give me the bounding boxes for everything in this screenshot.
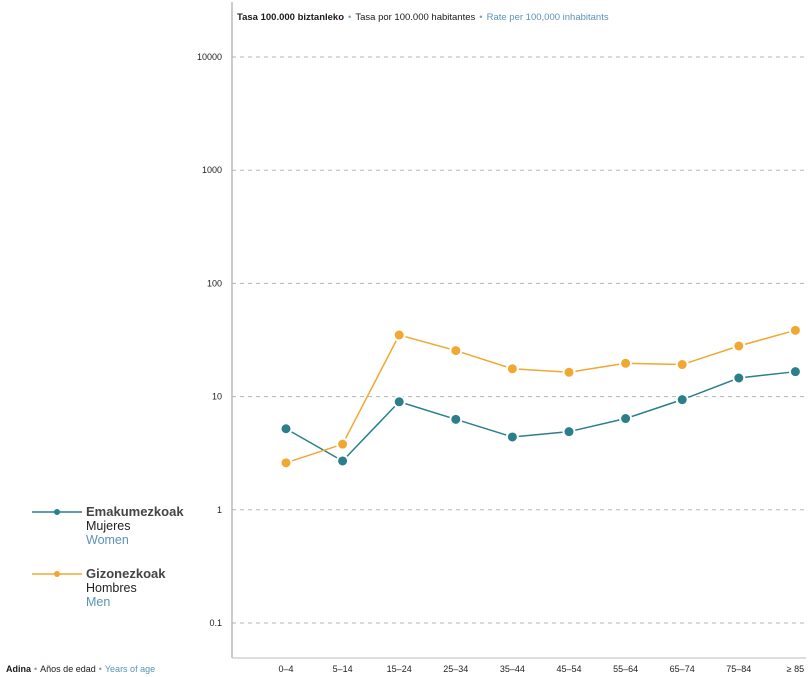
y-tick-label: 100 (207, 278, 222, 288)
y-tick-label: 1000 (202, 165, 222, 175)
data-point-men (619, 356, 633, 370)
data-point-women (732, 371, 746, 385)
data-point-men (675, 358, 689, 372)
legend-label-english: Men (86, 595, 111, 609)
x-axis-caption: Adina • Años de edad • Years of age (6, 664, 155, 674)
chart-header: Tasa 100.000 biztanleko • Tasa por 100.000… (237, 12, 609, 23)
x-tick-label: 65–74 (670, 664, 695, 674)
legend-marker-men (32, 571, 82, 577)
data-point-men (788, 323, 802, 337)
x-caption-basque: Adina (6, 664, 32, 674)
x-tick-label: 55–64 (613, 664, 638, 674)
x-tick-label: 35–44 (500, 664, 525, 674)
data-point-women (505, 430, 519, 444)
y-tick-label: 0.1 (209, 618, 222, 628)
data-point-men (336, 437, 350, 451)
data-point-men (279, 456, 293, 470)
x-caption-english: Years of age (104, 664, 156, 674)
data-point-women (619, 412, 633, 426)
series-line-women (285, 370, 796, 462)
data-point-women (392, 395, 406, 409)
x-tick-label: 75–84 (726, 664, 751, 674)
x-tick-label: 45–54 (556, 664, 581, 674)
legend-label-basque: Emakumezkoak (86, 504, 184, 519)
x-caption-spanish: Años de edad (40, 664, 96, 674)
data-point-women (788, 365, 802, 379)
header-basque: Tasa 100.000 biztanleko (237, 12, 345, 23)
data-point-men (449, 344, 463, 358)
x-tick-label: 15–24 (387, 664, 412, 674)
y-tick-label: 1 (217, 505, 222, 515)
legend-label-english: Women (86, 533, 129, 547)
header-separator: • (479, 12, 483, 23)
data-point-men (732, 339, 746, 353)
legend-label-spanish: Hombres (86, 581, 137, 595)
data-point-men (562, 365, 576, 379)
legend-marker-women (32, 509, 82, 515)
data-point-women (449, 412, 463, 426)
legend-label-spanish: Mujeres (86, 519, 131, 533)
y-tick-label: 10000 (197, 52, 222, 62)
series-line-men (285, 329, 796, 464)
legend-label-basque: Gizonezkoak (86, 566, 166, 581)
data-point-women (279, 422, 293, 436)
x-caption-separator: • (98, 664, 102, 674)
header-english: Rate per 100,000 inhabitants (486, 12, 609, 23)
x-tick-label: ≥ 85 (787, 664, 804, 674)
x-tick-label: 5–14 (333, 664, 353, 674)
x-tick-label: 25–34 (443, 664, 468, 674)
data-point-women (562, 425, 576, 439)
data-point-women (675, 393, 689, 407)
data-point-men (505, 362, 519, 376)
data-point-women (336, 454, 350, 468)
x-tick-label: 0–4 (278, 664, 293, 674)
y-tick-label: 10 (212, 392, 222, 402)
header-separator: • (348, 12, 352, 23)
header-spanish: Tasa por 100.000 habitantes (355, 12, 476, 23)
data-point-men (392, 328, 406, 342)
x-caption-separator: • (34, 664, 38, 674)
